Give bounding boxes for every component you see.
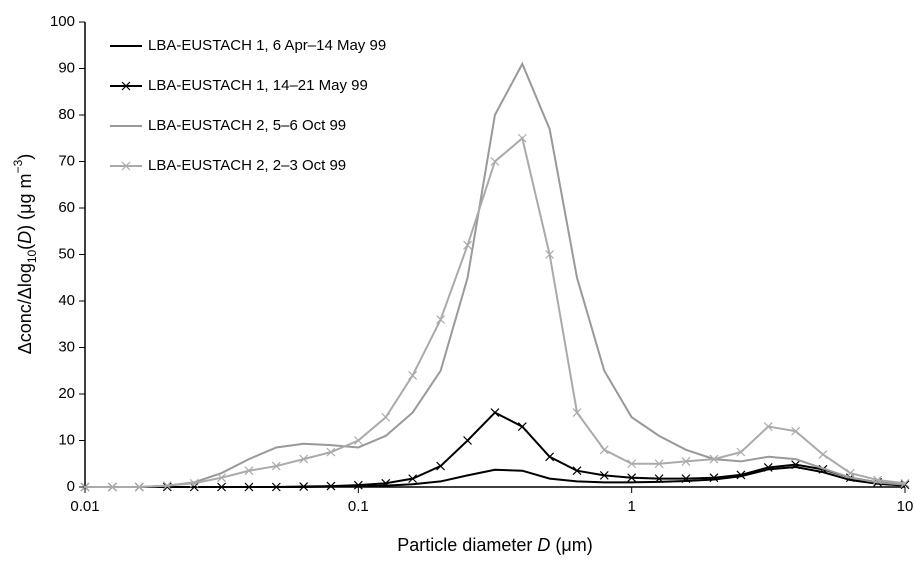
series-marker <box>791 460 801 470</box>
series-marker <box>490 157 500 166</box>
series-marker <box>599 445 609 455</box>
series-marker <box>873 475 883 485</box>
series-marker <box>845 468 855 478</box>
series-marker <box>654 459 664 469</box>
y-label-part: ) (μg m <box>15 173 35 230</box>
series-marker <box>791 426 801 436</box>
series-marker <box>162 481 172 491</box>
y-label-part: 10 <box>25 249 39 263</box>
series-marker <box>681 457 691 466</box>
series-marker <box>763 422 773 431</box>
series-marker <box>736 470 746 480</box>
series-marker <box>326 481 336 491</box>
series-marker <box>599 470 609 480</box>
series-marker <box>900 478 910 488</box>
series-marker <box>709 454 719 464</box>
y-tick-label: 10 <box>58 431 75 448</box>
legend-marker <box>121 81 131 91</box>
legend-marker <box>121 161 131 171</box>
x-label-part: Particle diameter <box>397 535 537 555</box>
series-marker <box>818 450 828 459</box>
series-marker <box>353 436 363 445</box>
series-marker <box>217 473 227 483</box>
series-marker <box>381 412 391 422</box>
series-marker <box>545 250 555 259</box>
series-marker <box>654 474 664 484</box>
series-marker <box>681 474 691 484</box>
series-marker <box>627 473 637 483</box>
y-tick-label: 60 <box>58 199 75 216</box>
y-label-part: −3 <box>11 159 25 173</box>
x-axis-label: Particle diameter D (μm) <box>397 535 592 555</box>
series-marker <box>436 461 446 471</box>
series-marker <box>108 482 117 492</box>
series-marker <box>490 408 500 418</box>
y-tick-label: 0 <box>67 478 75 495</box>
series-marker <box>408 474 418 484</box>
y-tick-label: 30 <box>58 338 75 355</box>
series-marker <box>408 370 418 380</box>
series-marker <box>244 466 254 476</box>
series-marker <box>299 482 309 491</box>
series-marker <box>299 454 309 464</box>
y-label-part: Δconc/Δlog <box>15 263 35 354</box>
y-tick-label: 90 <box>58 59 75 76</box>
series-marker <box>134 482 144 492</box>
series-marker <box>381 478 391 488</box>
legend-label: LBA-EUSTACH 2, 2–3 Oct 99 <box>148 157 346 174</box>
series-marker <box>763 463 773 472</box>
series-marker <box>517 133 527 143</box>
y-tick-label: 20 <box>58 385 75 402</box>
series-marker <box>463 240 473 250</box>
series-marker <box>545 452 555 462</box>
series-marker <box>709 473 719 483</box>
y-tick-label: 80 <box>58 106 75 123</box>
series-marker <box>244 482 254 492</box>
y-tick-label: 70 <box>58 152 75 169</box>
y-axis-label: Δconc/Δlog10(D) (μg m−3) <box>11 154 39 355</box>
x-tick-label: 0.1 <box>348 498 369 515</box>
series-line <box>85 136 906 488</box>
y-label-part: ( <box>15 244 35 250</box>
series-marker <box>326 447 336 457</box>
series-marker <box>189 478 199 488</box>
x-label-part: D <box>537 535 550 555</box>
y-label-part: ) <box>15 154 35 160</box>
series-marker <box>436 315 446 325</box>
x-tick-label: 0.01 <box>70 498 99 515</box>
legend-label: LBA-EUSTACH 1, 6 Apr–14 May 99 <box>148 37 386 54</box>
series-marker <box>736 447 746 457</box>
series-marker <box>572 466 582 476</box>
series-marker <box>271 482 281 492</box>
y-tick-label: 40 <box>58 292 75 309</box>
series-marker <box>572 408 582 418</box>
series-marker <box>463 436 473 445</box>
x-label-part: (μm) <box>550 535 592 555</box>
legend-label: LBA-EUSTACH 1, 14–21 May 99 <box>148 77 368 94</box>
series-marker <box>627 459 637 469</box>
y-tick-label: 100 <box>50 13 75 30</box>
series-marker <box>217 482 227 492</box>
series-marker <box>353 480 363 490</box>
x-tick-label: 10 <box>897 498 914 515</box>
x-tick-label: 1 <box>627 498 635 515</box>
series-marker <box>271 461 281 471</box>
series-line <box>85 61 906 488</box>
legend-label: LBA-EUSTACH 2, 5–6 Oct 99 <box>148 117 346 134</box>
y-label-part: D <box>15 231 35 244</box>
series-marker <box>517 422 527 431</box>
y-tick-label: 50 <box>58 245 75 262</box>
series-marker <box>80 482 90 492</box>
series-line <box>85 411 906 488</box>
